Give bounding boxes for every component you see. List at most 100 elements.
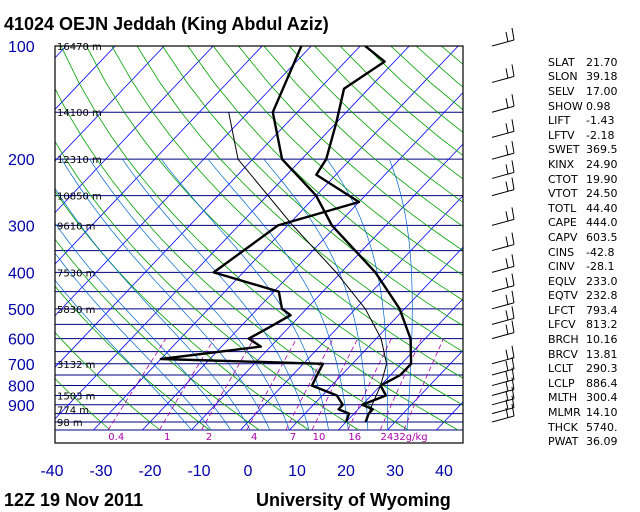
- index-row: VTOT 24.50: [548, 186, 630, 201]
- pressure-label: 600: [8, 332, 35, 349]
- isotherm-line: [289, 246, 463, 431]
- dry-adiabat-line: [55, 190, 310, 431]
- index-name: CAPV: [548, 230, 578, 244]
- index-row: SWET 369.5: [548, 143, 630, 158]
- wind-barb: [505, 123, 509, 134]
- index-row: THCK 5740.: [548, 420, 630, 435]
- wind-barb: [511, 377, 515, 390]
- height-label: 16470 m: [57, 42, 102, 53]
- index-row: LFCV 813.2: [548, 318, 630, 333]
- height-label: 1503 m: [57, 391, 95, 402]
- index-value: 5740.: [586, 420, 618, 434]
- height-label: 9610 m: [57, 221, 95, 232]
- wind-barb: [511, 386, 515, 399]
- dry-adiabat-line: [289, 46, 463, 203]
- wind-barb: [511, 345, 515, 358]
- wind-barb: [511, 94, 515, 107]
- index-name: BRCH: [548, 333, 579, 347]
- pressure-label: 300: [8, 218, 35, 235]
- moist-adiabat-line: [161, 158, 329, 431]
- temperature-label: -40: [40, 463, 63, 480]
- index-row: CTOT 19.90: [548, 172, 630, 187]
- wind-barb: [511, 119, 515, 132]
- wind-barb: [505, 211, 509, 222]
- index-row: SLON 39.18: [548, 70, 630, 85]
- index-value: 36.09: [586, 435, 618, 449]
- moist-adiabat-line: [55, 279, 192, 431]
- wind-barb: [505, 371, 509, 382]
- dry-adiabat-line: [55, 331, 161, 431]
- isotherm-line: [55, 46, 263, 265]
- temperature-label: 40: [435, 463, 453, 480]
- index-name: SLON: [548, 70, 578, 84]
- index-value: 233.0: [586, 274, 618, 288]
- wind-barb: [505, 98, 509, 109]
- wind-barb: [491, 398, 515, 406]
- index-value: 444.0: [586, 216, 618, 230]
- pressure-label: 400: [8, 265, 35, 282]
- isotherm-line: [142, 91, 463, 431]
- index-value: 24.50: [586, 187, 618, 201]
- index-name: CINV: [548, 260, 575, 274]
- index-value: -28.1: [586, 260, 615, 274]
- wind-barb: [505, 381, 509, 392]
- index-value: 14.10: [586, 406, 618, 420]
- moist-adiabat-line: [61, 159, 271, 431]
- isotherm-line: [387, 349, 463, 431]
- index-name: MLTH: [548, 391, 578, 405]
- height-label: 5830 m: [57, 305, 95, 316]
- index-row: CINS -42.8: [548, 245, 630, 260]
- pressure-label: 100: [8, 39, 35, 56]
- height-label: 7530 m: [57, 268, 95, 279]
- height-label: 14100 m: [57, 108, 102, 119]
- wind-barb: [505, 360, 509, 372]
- index-row: EQTV 232.8: [548, 289, 630, 304]
- index-row: BRCV 13.81: [548, 347, 630, 362]
- index-row: SLAT 21.70: [548, 55, 630, 70]
- moist-adiabat-line: [55, 222, 231, 431]
- mixing-ratio-label: 4: [251, 432, 257, 443]
- mixing-ratio-label: 1: [164, 432, 170, 443]
- index-value: -42.8: [586, 245, 615, 259]
- parcel-curve: [228, 112, 388, 423]
- dry-adiabat-line: [55, 238, 260, 431]
- isotherm-line: [55, 46, 410, 420]
- index-row: LFCT 793.4: [548, 303, 630, 318]
- temperature-label: -10: [187, 463, 210, 480]
- index-row: CAPE 444.0: [548, 216, 630, 231]
- index-name: LCLT: [548, 362, 574, 376]
- temperature-label: 10: [288, 463, 306, 480]
- index-row: SHOW 0.98: [548, 99, 630, 114]
- dry-adiabat-line: [111, 46, 463, 379]
- wind-barb: [511, 207, 515, 220]
- wind-barb: [491, 152, 515, 160]
- wind-barb: [511, 395, 515, 408]
- index-name: SELV: [548, 84, 575, 98]
- index-value: 886.4: [586, 376, 618, 390]
- index-value: -2.18: [586, 128, 615, 142]
- index-name: VTOT: [548, 187, 578, 201]
- wind-barb: [491, 285, 515, 293]
- index-name: CTOT: [548, 172, 578, 186]
- index-row: PWAT 36.09: [548, 434, 630, 449]
- wind-barb: [491, 357, 515, 365]
- wind-barb: [491, 407, 515, 415]
- wind-barb: [491, 75, 515, 83]
- index-name: LFTV: [548, 128, 575, 142]
- index-name: TOTL: [548, 201, 577, 215]
- index-value: 290.3: [586, 362, 618, 376]
- wind-barb: [505, 145, 509, 156]
- mixing-ratio-line: [403, 338, 444, 431]
- index-value: 369.5: [586, 143, 618, 157]
- wind-barb: [511, 141, 515, 154]
- wind-barb: [511, 356, 515, 370]
- index-name: EQTV: [548, 289, 578, 303]
- mixing-ratio-line: [201, 338, 255, 431]
- wind-barb: [491, 265, 515, 273]
- index-value: 13.81: [586, 347, 618, 361]
- mixing-ratio-label: 32g/kg: [393, 432, 428, 443]
- index-row: LCLT 290.3: [548, 361, 630, 376]
- index-row: TOTL 44.40: [548, 201, 630, 216]
- mixing-ratio-line: [285, 338, 334, 431]
- index-name: LFCV: [548, 318, 576, 332]
